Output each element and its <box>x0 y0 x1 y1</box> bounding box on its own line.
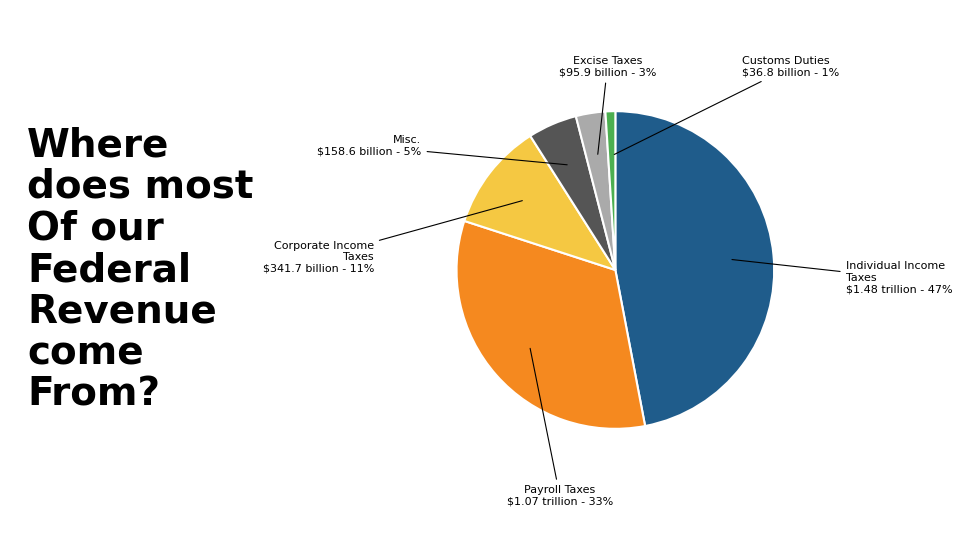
Wedge shape <box>530 116 615 270</box>
Text: Payroll Taxes
$1.07 trillion - 33%: Payroll Taxes $1.07 trillion - 33% <box>507 348 612 507</box>
Wedge shape <box>465 136 615 270</box>
Wedge shape <box>576 111 615 270</box>
Text: Excise Taxes
$95.9 billion - 3%: Excise Taxes $95.9 billion - 3% <box>559 56 656 154</box>
Wedge shape <box>606 111 615 270</box>
Text: Customs Duties
$36.8 billion - 1%: Customs Duties $36.8 billion - 1% <box>614 56 840 154</box>
Text: Corporate Income
Taxes
$341.7 billion - 11%: Corporate Income Taxes $341.7 billion - … <box>263 201 522 274</box>
Wedge shape <box>615 111 774 426</box>
Text: Misc.
$158.6 billion - 5%: Misc. $158.6 billion - 5% <box>318 136 567 165</box>
Text: Individual Income
Taxes
$1.48 trillion - 47%: Individual Income Taxes $1.48 trillion -… <box>732 260 952 294</box>
Wedge shape <box>457 221 645 429</box>
Text: Where
does most
Of our
Federal
Revenue
come
From?: Where does most Of our Federal Revenue c… <box>27 126 253 414</box>
